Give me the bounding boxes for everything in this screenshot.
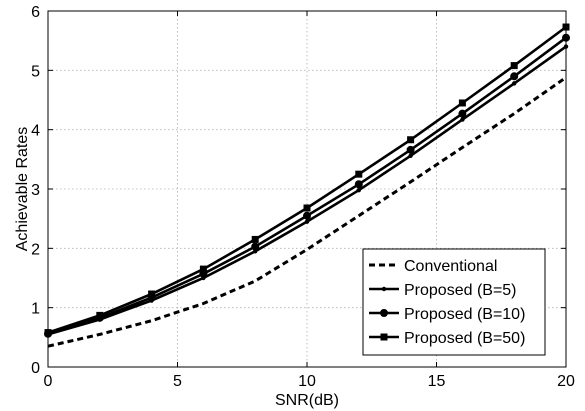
circle-marker xyxy=(354,180,363,189)
legend: Conventional Proposed (B=5) Proposed (B=10… xyxy=(362,248,546,356)
axis-ticks: 0 5 10 15 20 0 1 2 3 4 5 6 xyxy=(31,4,575,390)
square-marker xyxy=(251,235,259,243)
x-axis-label: SNR(dB) xyxy=(275,392,339,409)
circle-marker xyxy=(303,211,311,220)
square-marker xyxy=(148,290,156,298)
dot-marker xyxy=(408,153,413,158)
circle-marker xyxy=(458,109,467,118)
square-marker xyxy=(96,311,104,319)
y-tick-label: 0 xyxy=(31,360,40,377)
dot-marker xyxy=(356,187,361,193)
legend-label: Proposed (B=50) xyxy=(404,330,525,347)
dot-marker xyxy=(304,219,310,224)
square-marker xyxy=(199,265,207,273)
square-marker xyxy=(355,170,363,178)
legend-entry: Proposed (B=5) xyxy=(369,282,517,299)
legend-entry: Proposed (B=50) xyxy=(369,330,525,347)
y-axis-label: Achievable Rates xyxy=(14,127,31,252)
series-group xyxy=(44,23,570,337)
y-tick-label: 2 xyxy=(31,241,40,258)
y-tick-label: 6 xyxy=(31,4,40,21)
circle-marker xyxy=(406,145,415,154)
square-marker xyxy=(380,333,388,341)
y-tick-label: 1 xyxy=(31,301,40,318)
square-marker xyxy=(458,99,466,107)
square-marker xyxy=(303,204,311,212)
series-group xyxy=(44,33,570,338)
circle-marker xyxy=(380,309,388,317)
legend-label: Conventional xyxy=(404,258,497,275)
square-marker xyxy=(407,136,415,144)
dot-marker xyxy=(512,81,517,86)
dot-marker xyxy=(460,117,465,122)
x-tick-label: 10 xyxy=(298,373,316,390)
y-tick-label: 5 xyxy=(31,63,40,80)
y-tick-label: 4 xyxy=(31,123,40,140)
legend-label: Proposed (B=10) xyxy=(404,306,525,323)
legend-label: Proposed (B=5) xyxy=(404,282,517,299)
series-group xyxy=(47,76,567,348)
legend-entry: Proposed (B=10) xyxy=(369,306,525,323)
series-layer xyxy=(44,23,570,348)
x-tick-label: 0 xyxy=(44,373,53,390)
circle-marker xyxy=(251,242,260,251)
x-tick-label: 20 xyxy=(557,373,575,390)
series-line xyxy=(47,76,567,348)
circle-marker xyxy=(510,72,519,81)
x-tick-label: 15 xyxy=(428,373,446,390)
legend-entry: Conventional xyxy=(369,258,497,275)
dot-marker xyxy=(381,286,387,292)
square-marker xyxy=(510,62,518,70)
y-tick-label: 3 xyxy=(31,182,40,199)
x-tick-label: 5 xyxy=(173,373,182,390)
